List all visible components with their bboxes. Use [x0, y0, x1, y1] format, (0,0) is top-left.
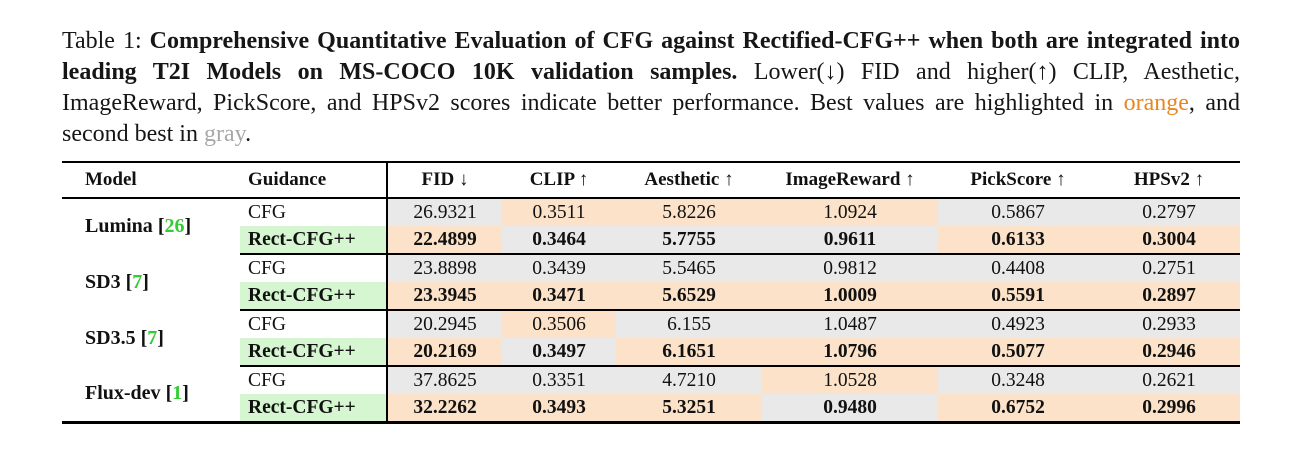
value-cell: 0.3351	[502, 366, 616, 394]
value-cell: 0.6752	[938, 394, 1098, 423]
model-name: SD3.5	[85, 326, 136, 349]
guidance-cell-cfg: CFG	[240, 310, 387, 338]
value-cell: 0.5867	[938, 198, 1098, 226]
value-cell: 1.0009	[762, 282, 938, 311]
table-row: Rect-CFG++ 20.2169 0.3497 6.1651 1.0796 0.507…	[62, 338, 1240, 367]
model-cell: Lumina [26]	[62, 198, 240, 254]
value-cell: 0.2897	[1098, 282, 1240, 311]
col-header-pickscore: PickScore ↑	[938, 162, 1098, 199]
guidance-cell-cfg: CFG	[240, 366, 387, 394]
caption-gray-word: gray	[203, 121, 246, 147]
value-cell: 0.4408	[938, 254, 1098, 282]
value-cell: 0.2751	[1098, 254, 1240, 282]
table-row: SD3 [7] CFG 23.8898 0.3439 5.5465 0.9812 0.440…	[62, 254, 1240, 310]
model-cell: Flux-dev [1]	[62, 366, 240, 423]
guidance-cell-cfg: CFG	[240, 198, 387, 226]
value-cell: 5.7755	[616, 226, 762, 255]
citation-link[interactable]: 7	[147, 326, 158, 349]
col-header-clip: CLIP ↑	[502, 162, 616, 199]
value-cell: 0.3471	[502, 282, 616, 311]
value-cell: 5.6529	[616, 282, 762, 311]
value-cell: 1.0528	[762, 366, 938, 394]
value-cell: 0.3464	[502, 226, 616, 255]
value-cell: 0.3439	[502, 254, 616, 282]
value-cell: 37.8625	[386, 366, 502, 394]
value-cell: 0.3506	[502, 310, 616, 338]
value-cell: 32.2262	[386, 394, 502, 423]
value-cell: 0.2621	[1098, 366, 1240, 394]
col-header-guidance: Guidance	[240, 162, 387, 199]
guidance-cell-rect-cfg: Rect-CFG++	[240, 394, 387, 423]
value-cell: 1.0487	[762, 310, 938, 338]
value-cell: 6.1651	[616, 338, 762, 367]
value-cell: 1.0796	[762, 338, 938, 367]
caption-normal-text-2: , and second best in	[62, 90, 1240, 147]
caption-label: Table 1:	[62, 28, 150, 54]
value-cell: 0.5591	[938, 282, 1098, 311]
value-cell: 0.2797	[1098, 198, 1240, 226]
value-cell: 1.0924	[762, 198, 938, 226]
model-name: Flux-dev	[85, 382, 161, 404]
value-cell: 0.3248	[938, 366, 1098, 394]
value-cell: 0.3497	[502, 338, 616, 367]
guidance-cell-rect-cfg: Rect-CFG++	[240, 338, 387, 367]
table-header: Model Guidance FID ↓ CLIP ↑ Aesthetic ↑ …	[62, 162, 1240, 199]
value-cell: 26.9321	[386, 198, 502, 226]
caption-orange-word: orange	[1123, 90, 1189, 116]
value-cell: 0.9480	[762, 394, 938, 423]
value-cell: 0.3004	[1098, 226, 1240, 255]
col-header-model: Model	[62, 162, 240, 199]
caption-normal-text-1: Lower(↓) FID and higher(↑) CLIP, Aesthet…	[62, 59, 1240, 116]
caption-bold-text: Comprehensive Quantitative Evaluation of…	[62, 28, 1241, 85]
results-table: Model Guidance FID ↓ CLIP ↑ Aesthetic ↑ …	[62, 161, 1240, 424]
value-cell: 20.2169	[386, 338, 502, 367]
value-cell: 0.2933	[1098, 310, 1240, 338]
caption-period: .	[245, 121, 252, 147]
table-row: Rect-CFG++ 22.4899 0.3464 5.7755 0.9611 0.613…	[62, 226, 1240, 255]
table-caption: Table 1: Comprehensive Quantitative Eval…	[62, 26, 1240, 150]
value-cell: 0.2946	[1098, 338, 1240, 367]
value-cell: 20.2945	[386, 310, 502, 338]
col-header-fid: FID ↓	[386, 162, 502, 199]
model-name: SD3	[85, 270, 121, 293]
value-cell: 0.3511	[502, 198, 616, 226]
value-cell: 0.9611	[762, 226, 938, 255]
guidance-cell-rect-cfg: Rect-CFG++	[240, 226, 387, 255]
table-row: SD3.5 [7] CFG 20.2945 0.3506 6.155 1.0487 0.49…	[62, 310, 1240, 366]
value-cell: 22.4899	[386, 226, 502, 255]
table-row: Lumina [26] CFG 26.9321 0.3511 5.8226 1.0924 0…	[62, 198, 1240, 254]
table-row: Rect-CFG++ 32.2262 0.3493 5.3251 0.9480 0.675…	[62, 394, 1240, 423]
model-cell: SD3 [7]	[62, 254, 240, 310]
citation-link[interactable]: 7	[132, 270, 143, 293]
value-cell: 23.8898	[386, 254, 502, 282]
value-cell: 23.3945	[386, 282, 502, 311]
table-row: Flux-dev [1] CFG 37.8625 0.3351 4.7210 1.0528…	[62, 366, 1240, 423]
value-cell: 5.5465	[616, 254, 762, 282]
guidance-cell-rect-cfg: Rect-CFG++	[240, 282, 387, 311]
value-cell: 0.6133	[938, 226, 1098, 255]
table-body: Lumina [26] CFG 26.9321 0.3511 5.8226 1.0924 0…	[62, 198, 1240, 423]
citation-link[interactable]: 1	[172, 382, 183, 404]
value-cell: 5.3251	[616, 394, 762, 423]
value-cell: 6.155	[616, 310, 762, 338]
model-cell: SD3.5 [7]	[62, 310, 240, 366]
value-cell: 5.8226	[616, 198, 762, 226]
value-cell: 0.5077	[938, 338, 1098, 367]
paper-page: Table 1: Comprehensive Quantitative Eval…	[62, 26, 1240, 424]
guidance-cell-cfg: CFG	[240, 254, 387, 282]
col-header-imagereward: ImageReward ↑	[762, 162, 938, 199]
value-cell: 0.3493	[502, 394, 616, 423]
value-cell: 0.4923	[938, 310, 1098, 338]
value-cell: 4.7210	[616, 366, 762, 394]
col-header-hpsv2: HPSv2 ↑	[1098, 162, 1240, 199]
value-cell: 0.2996	[1098, 394, 1240, 423]
col-header-aesthetic: Aesthetic ↑	[616, 162, 762, 199]
table-row: Rect-CFG++ 23.3945 0.3471 5.6529 1.0009 0.559…	[62, 282, 1240, 311]
model-name: Lumina	[85, 215, 153, 237]
value-cell: 0.9812	[762, 254, 938, 282]
citation-link[interactable]: 26	[164, 215, 185, 237]
